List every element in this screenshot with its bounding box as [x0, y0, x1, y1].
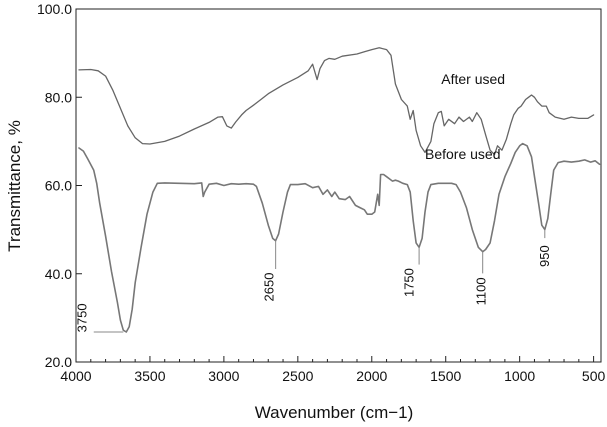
peak-label-1750: 1750: [402, 268, 417, 297]
peak-label-1100: 1100: [473, 277, 488, 305]
x-tick-label: 2000: [356, 368, 387, 384]
series-label-before-used: Before used: [425, 146, 501, 162]
peak-label-2650: 2650: [261, 273, 276, 302]
x-tick-label: 500: [582, 368, 606, 384]
x-tick-label: 4000: [60, 368, 91, 384]
x-tick-label: 1000: [504, 368, 535, 384]
y-tick-label: 100.0: [37, 1, 72, 17]
series-line-before-used: [78, 142, 601, 333]
peak-label-950: 950: [537, 245, 552, 267]
y-tick-label: 60.0: [45, 178, 72, 194]
y-axis-title: Transmittance, %: [5, 120, 24, 252]
x-tick-label: 3000: [208, 368, 239, 384]
chart-series: [78, 47, 601, 333]
chart-axes: 4000 3500 3000 2500 2000 1500 1000 500 20.0 40.0 6…: [37, 1, 606, 384]
series-line-after-used: [78, 47, 595, 156]
y-tick-label: 80.0: [45, 89, 72, 105]
series-label-after-used: After used: [441, 71, 505, 87]
x-axis-title: Wavenumber (cm−1): [255, 403, 414, 422]
y-tick-label: 40.0: [45, 266, 72, 282]
x-tick-label: 1500: [430, 368, 461, 384]
y-tick-label: 20.0: [45, 354, 72, 370]
x-tick-label: 2500: [282, 368, 313, 384]
x-tick-label: 3500: [134, 368, 165, 384]
peak-label-3750: 3750: [74, 303, 89, 332]
chart-labels: After used Before used 3750 2650 1750 1100 950: [74, 71, 552, 333]
plot-frame: [75, 8, 602, 363]
